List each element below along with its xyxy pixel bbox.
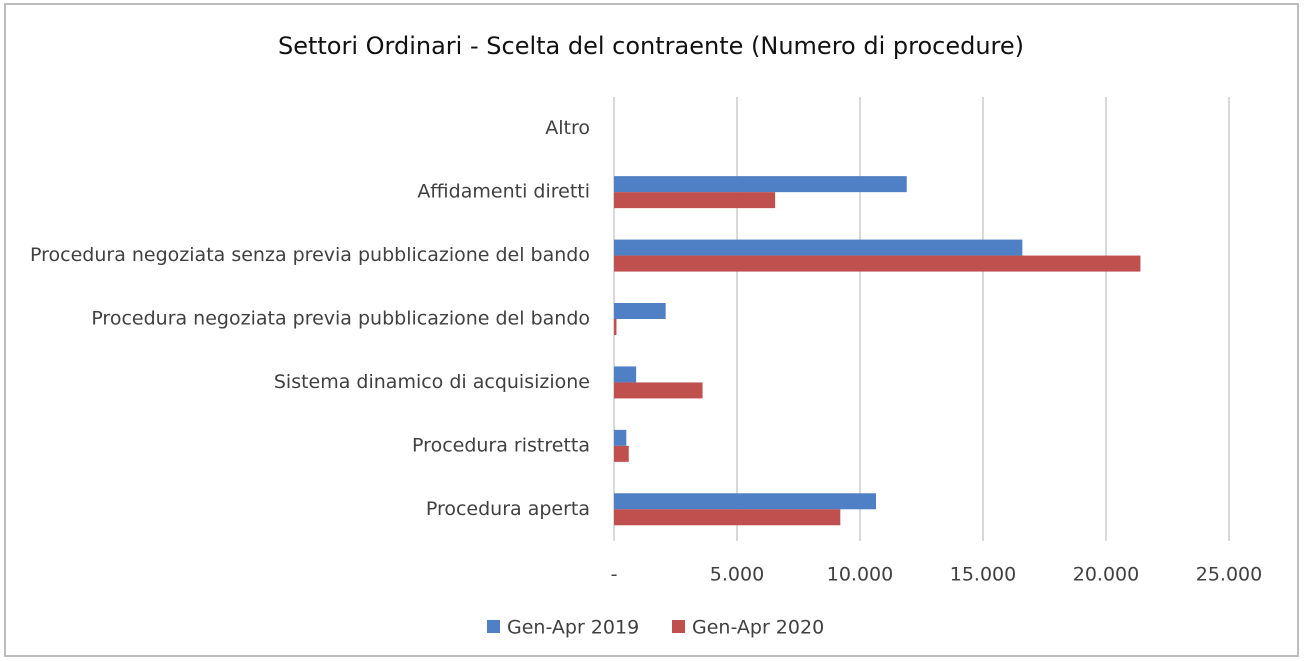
legend-label: Gen-Apr 2019: [507, 617, 639, 639]
bar: [614, 192, 776, 209]
x-tick-label: 5.000: [710, 564, 764, 586]
bar: [614, 445, 629, 462]
bar: [614, 493, 876, 510]
chart-title: Settori Ordinari - Scelta del contraente…: [278, 32, 1024, 60]
x-tick-label: -: [611, 564, 618, 586]
x-tick-label: 10.000: [827, 564, 893, 586]
bar: [614, 303, 666, 319]
bar: [614, 255, 1141, 272]
bar: [614, 509, 841, 526]
x-tick-label: 20.000: [1073, 564, 1139, 586]
y-tick-label: Altro: [545, 117, 590, 139]
legend-swatch: [672, 620, 685, 633]
x-tick-label: 25.000: [1196, 564, 1262, 586]
y-tick-label: Procedura negoziata previa pubblicazione…: [91, 308, 590, 330]
y-tick-label: Sistema dinamico di acquisizione: [274, 371, 590, 393]
bar: [614, 382, 703, 399]
y-tick-label: Procedura negoziata senza previa pubblic…: [30, 244, 590, 266]
bar: [614, 239, 1023, 256]
bar: [614, 176, 907, 193]
bar: [614, 319, 617, 335]
bar: [614, 429, 627, 446]
y-tick-label: Affidamenti diretti: [417, 181, 590, 203]
y-tick-label: Procedura aperta: [426, 498, 590, 520]
chart-border: [4, 3, 1299, 657]
legend-swatch: [487, 620, 500, 633]
bar: [614, 366, 637, 383]
legend-label: Gen-Apr 2020: [692, 617, 824, 639]
x-tick-label: 15.000: [950, 564, 1016, 586]
y-tick-label: Procedura ristretta: [412, 434, 590, 456]
